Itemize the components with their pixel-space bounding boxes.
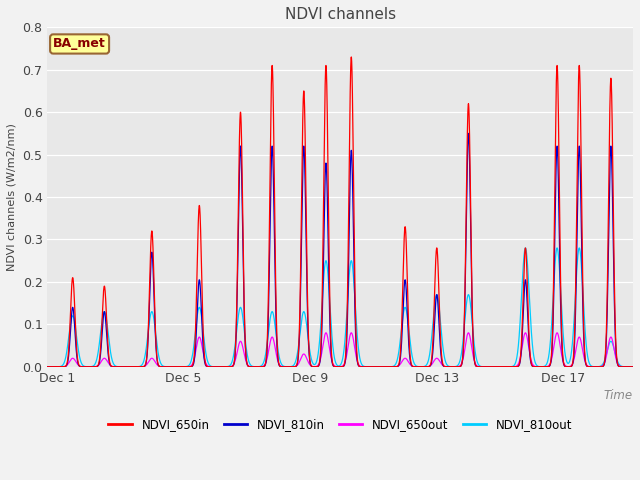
- NDVI_810in: [509, 364, 517, 370]
- NDVI_650in: [348, 54, 355, 60]
- Line: NDVI_810out: NDVI_810out: [47, 248, 633, 367]
- Y-axis label: NDVI channels (W/m2/nm): NDVI channels (W/m2/nm): [7, 123, 17, 271]
- NDVI_810out: [629, 364, 637, 370]
- NDVI_650out: [493, 364, 500, 370]
- NDVI_810out: [415, 364, 423, 370]
- NDVI_650in: [493, 364, 501, 370]
- NDVI_650in: [509, 364, 517, 370]
- NDVI_810out: [255, 364, 263, 370]
- NDVI_810out: [73, 336, 81, 341]
- NDVI_810out: [509, 363, 516, 369]
- Title: NDVI channels: NDVI channels: [285, 7, 396, 22]
- NDVI_650in: [416, 364, 424, 370]
- NDVI_650in: [629, 364, 637, 370]
- NDVI_650out: [44, 364, 51, 370]
- NDVI_650out: [390, 364, 398, 370]
- NDVI_810in: [390, 364, 397, 370]
- Text: Time: Time: [604, 389, 633, 402]
- NDVI_650in: [478, 364, 486, 370]
- NDVI_650out: [416, 364, 424, 370]
- NDVI_810out: [477, 364, 485, 370]
- Line: NDVI_650in: NDVI_650in: [47, 57, 633, 367]
- NDVI_810in: [629, 364, 637, 370]
- NDVI_650in: [390, 364, 398, 370]
- NDVI_810in: [493, 364, 501, 370]
- NDVI_650out: [478, 364, 486, 370]
- NDVI_810in: [478, 364, 486, 370]
- NDVI_650out: [322, 330, 330, 336]
- Legend: NDVI_650in, NDVI_810in, NDVI_650out, NDVI_810out: NDVI_650in, NDVI_810in, NDVI_650out, NDV…: [104, 413, 577, 436]
- NDVI_810out: [390, 363, 397, 369]
- NDVI_810in: [415, 364, 423, 370]
- NDVI_810out: [493, 364, 500, 370]
- NDVI_810in: [73, 353, 81, 359]
- NDVI_810out: [44, 364, 51, 370]
- NDVI_650out: [73, 360, 81, 366]
- Line: NDVI_650out: NDVI_650out: [47, 333, 633, 367]
- NDVI_810in: [44, 364, 51, 370]
- NDVI_650out: [629, 364, 637, 370]
- NDVI_650out: [509, 364, 517, 370]
- Text: BA_met: BA_met: [53, 37, 106, 50]
- NDVI_810in: [255, 364, 263, 370]
- NDVI_650in: [44, 364, 51, 370]
- Line: NDVI_810in: NDVI_810in: [47, 133, 633, 367]
- NDVI_650in: [73, 348, 81, 354]
- NDVI_650out: [255, 364, 263, 370]
- NDVI_810out: [575, 245, 583, 251]
- NDVI_650in: [255, 364, 263, 370]
- NDVI_810in: [465, 131, 472, 136]
